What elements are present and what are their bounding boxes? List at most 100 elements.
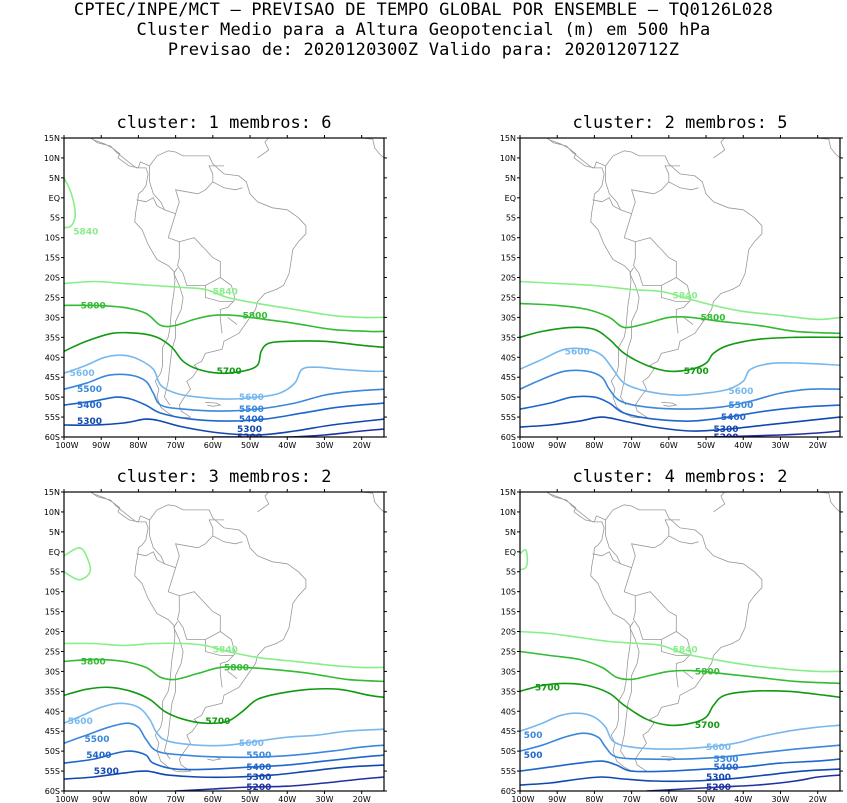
contour-label: 5800 [224, 663, 249, 673]
lat-tick-label: 15N [500, 488, 516, 497]
panel-title-1: cluster: 1 membros: 6 [116, 113, 332, 133]
lat-tick-label: 50S [45, 393, 60, 402]
contour-5400 [64, 396, 384, 422]
lat-tick-label: 30S [45, 313, 60, 322]
contour-5600 [64, 354, 384, 400]
lat-tick-label: 5S [50, 568, 60, 577]
lat-tick-label: EQ [505, 548, 516, 557]
border-line [136, 181, 243, 215]
border-line [167, 213, 236, 334]
border-line [167, 567, 236, 688]
border-line [149, 165, 165, 210]
lat-tick-label: 20S [501, 628, 516, 637]
lon-tick-label: 60W [660, 441, 678, 450]
contour-label: 5800 [243, 311, 268, 321]
contour-5700 [64, 331, 384, 375]
contour-label: 5800 [695, 667, 720, 677]
contour-5200 [668, 430, 840, 437]
lat-tick-label: 40S [45, 353, 60, 362]
lat-tick-label: 50S [501, 393, 516, 402]
border-line [633, 595, 677, 640]
contour-5300 [64, 418, 384, 436]
lon-tick-label: 20W [353, 441, 371, 450]
contour-5500 [64, 373, 384, 412]
lon-tick-label: 60W [660, 795, 678, 803]
contour-label: 5300 [237, 425, 262, 435]
lat-tick-label: 30S [45, 667, 60, 676]
border-line [149, 519, 165, 564]
border-line [713, 138, 726, 159]
lat-tick-label: 25S [45, 294, 60, 303]
contour-label: 5200 [706, 783, 731, 793]
contour-5200 [175, 776, 384, 791]
contour-label: 5400 [246, 763, 271, 773]
lat-tick-label: 60S [501, 787, 516, 796]
lat-tick-label: 45S [45, 373, 60, 382]
border-line [605, 519, 621, 564]
lon-tick-label: 100W [55, 441, 78, 450]
border-line [204, 285, 234, 302]
contour-label: 5300 [246, 773, 271, 783]
border-line [683, 317, 694, 325]
lat-tick-label: 35S [45, 687, 60, 696]
lat-tick-label: 10N [500, 154, 516, 163]
contour-5500 [520, 732, 840, 761]
contour-label: 5600 [728, 387, 753, 397]
lat-tick-label: 20S [45, 274, 60, 283]
lon-tick-label: 70W [623, 795, 641, 803]
contour-5840 [64, 546, 92, 581]
lat-tick-label: 15S [501, 254, 516, 263]
border-line [592, 535, 699, 569]
lat-tick-label: 40S [501, 353, 516, 362]
contour-label: 5300 [94, 767, 119, 777]
contour-label: 5700 [205, 717, 230, 727]
lat-tick-label: 45S [501, 373, 516, 382]
contour-label: 5500 [239, 405, 264, 415]
lat-tick-label: 10S [45, 234, 60, 243]
lon-tick-label: 80W [585, 441, 603, 450]
lon-tick-label: 30W [315, 795, 333, 803]
lat-tick-label: 20S [45, 628, 60, 637]
map-panel-3: 5840 5800 5800 5700 5600 5600 5500 5500 5400 5400… [44, 488, 387, 803]
map-panel-1: 5840584058005800570056005600550055005400… [44, 134, 387, 450]
border-line [620, 267, 640, 406]
header-line-1: CPTEC/INPE/MCT – PREVISAO DE TEMPO GLOBA… [73, 0, 774, 20]
coastline [75, 138, 307, 419]
contour-label: 5600 [706, 743, 731, 753]
lon-tick-label: 70W [623, 441, 641, 450]
lat-tick-label: 35S [501, 687, 516, 696]
contour-label: 5600 [565, 347, 590, 357]
border-line [177, 241, 221, 286]
border-line [257, 492, 270, 513]
lat-tick-label: 15N [500, 134, 516, 143]
contour-5500 [64, 722, 384, 759]
contour-label: 5840 [213, 288, 238, 298]
contour-5600 [520, 347, 840, 396]
lon-tick-label: 20W [353, 795, 371, 803]
contour-5300 [520, 416, 840, 432]
lat-tick-label: 55S [45, 413, 60, 422]
contour-5500 [520, 369, 840, 410]
border-line [661, 401, 678, 407]
lon-tick-label: 30W [771, 441, 789, 450]
contour-label: 5200 [714, 433, 739, 443]
contour-5840 [64, 280, 384, 319]
contour-5800 [64, 304, 384, 333]
lat-tick-label: 60S [45, 433, 60, 442]
lat-tick-label: 50S [45, 747, 60, 756]
lat-tick-label: 15N [44, 134, 60, 143]
border-line [205, 401, 222, 407]
lat-tick-label: 10S [501, 234, 516, 243]
panel-title-3: cluster: 3 membros: 2 [116, 467, 332, 487]
lat-tick-label: 5N [505, 528, 516, 537]
lon-tick-label: 60W [204, 441, 222, 450]
map-frame [519, 137, 841, 438]
lon-tick-label: 40W [734, 795, 752, 803]
lat-tick-label: 15S [45, 608, 60, 617]
border-line [620, 621, 640, 760]
contour-label: 5200 [237, 433, 262, 443]
lon-tick-label: 20W [809, 441, 827, 450]
border-line [623, 567, 692, 688]
lon-tick-label: 80W [585, 795, 603, 803]
